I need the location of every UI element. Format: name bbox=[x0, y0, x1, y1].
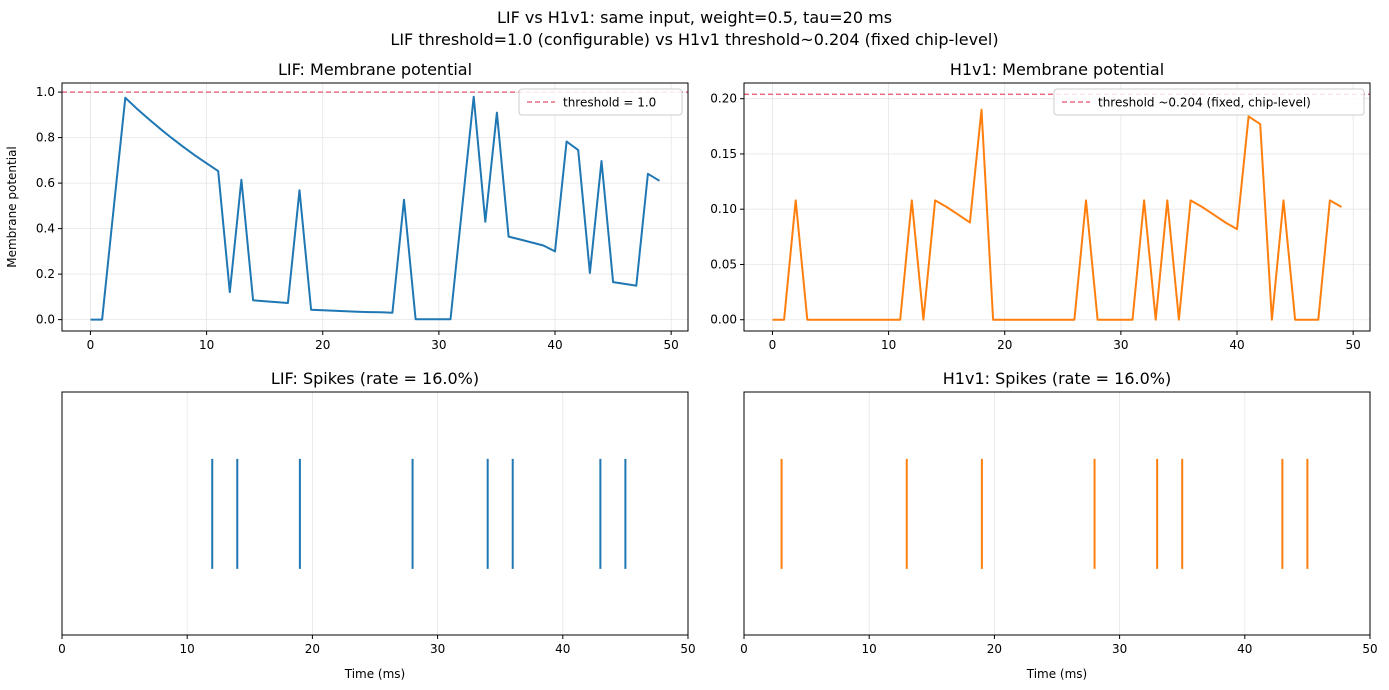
h1v1_membrane-ytick-label: 0.00 bbox=[710, 313, 737, 327]
h1v1_spikes-xtick-label: 10 bbox=[862, 642, 877, 656]
lif_membrane-ytick-label: 0.8 bbox=[36, 131, 55, 145]
lif_spikes-xtick-label: 30 bbox=[430, 642, 445, 656]
lif_membrane-xtick-label: 20 bbox=[315, 338, 330, 352]
h1v1_membrane-legend-box bbox=[1053, 88, 1365, 116]
lif_membrane-xtick-label: 50 bbox=[664, 338, 679, 352]
lif_membrane-xtick-label: 40 bbox=[547, 338, 562, 352]
h1v1_spikes-xtick-label: 20 bbox=[987, 642, 1002, 656]
h1v1_spikes-xlabel: Time (ms) bbox=[1026, 667, 1088, 681]
lif_membrane-ytick-label: 1.0 bbox=[36, 85, 55, 99]
h1v1_spikes-title: H1v1: Spikes (rate = 16.0%) bbox=[943, 369, 1171, 388]
lif_membrane-title: LIF: Membrane potential bbox=[278, 60, 472, 79]
h1v1_membrane-xtick-label: 10 bbox=[881, 338, 896, 352]
lif_spikes-xtick-label: 20 bbox=[305, 642, 320, 656]
lif_membrane-legend-box bbox=[518, 88, 683, 116]
h1v1_spikes-xtick-label: 50 bbox=[1362, 642, 1377, 656]
h1v1_membrane-xtick-label: 50 bbox=[1346, 338, 1361, 352]
lif_membrane-ytick-label: 0.4 bbox=[36, 222, 55, 236]
lif_spikes-axes-frame bbox=[61, 391, 689, 636]
h1v1_membrane-legend-label: threshold ~0.204 (fixed, chip-level) bbox=[1098, 96, 1311, 110]
h1v1_spikes-xtick-label: 30 bbox=[1112, 642, 1127, 656]
lif_membrane-ytick-label: 0.6 bbox=[36, 176, 55, 190]
h1v1_spikes-xtick-label: 0 bbox=[740, 642, 748, 656]
h1v1_membrane-xtick-label: 40 bbox=[1229, 338, 1244, 352]
lif_membrane-axes-frame bbox=[61, 82, 689, 332]
lif_membrane-ylabel: Membrane potential bbox=[5, 146, 19, 268]
lif_spikes-xtick-label: 0 bbox=[58, 642, 66, 656]
lif_membrane-legend-label: threshold = 1.0 bbox=[563, 96, 656, 110]
h1v1_membrane-axes-frame bbox=[743, 82, 1371, 332]
lif_membrane-xtick-label: 10 bbox=[199, 338, 214, 352]
figure-title-line2: LIF threshold=1.0 (configurable) vs H1v1… bbox=[390, 30, 999, 49]
h1v1_spikes-xtick-label: 40 bbox=[1237, 642, 1252, 656]
h1v1_membrane-xtick-label: 0 bbox=[769, 338, 777, 352]
lif_membrane-ytick-label: 0.0 bbox=[36, 313, 55, 327]
lif_membrane-ytick-label: 0.2 bbox=[36, 267, 55, 281]
h1v1_membrane-xtick-label: 30 bbox=[1113, 338, 1128, 352]
lif_membrane-series-line bbox=[90, 95, 661, 321]
lif_spikes-title: LIF: Spikes (rate = 16.0%) bbox=[271, 369, 479, 388]
h1v1_spikes-axes-frame bbox=[743, 391, 1371, 636]
lif_spikes-xlabel: Time (ms) bbox=[344, 667, 406, 681]
lif_spikes-xtick-label: 40 bbox=[555, 642, 570, 656]
h1v1_membrane-series-line bbox=[772, 108, 1342, 321]
h1v1_membrane-ytick-label: 0.10 bbox=[710, 202, 737, 216]
h1v1_membrane-ytick-label: 0.05 bbox=[710, 257, 737, 271]
figure-title-line1: LIF vs H1v1: same input, weight=0.5, tau… bbox=[496, 8, 893, 27]
lif_membrane-xtick-label: 0 bbox=[87, 338, 95, 352]
h1v1_membrane-ytick-label: 0.20 bbox=[710, 92, 737, 106]
h1v1_membrane-title: H1v1: Membrane potential bbox=[950, 60, 1164, 79]
h1v1_membrane-xtick-label: 20 bbox=[997, 338, 1012, 352]
h1v1_membrane-ytick-label: 0.15 bbox=[710, 147, 737, 161]
lif_membrane-xtick-label: 30 bbox=[431, 338, 446, 352]
lif_spikes-xtick-label: 50 bbox=[680, 642, 695, 656]
lif_spikes-xtick-label: 10 bbox=[180, 642, 195, 656]
